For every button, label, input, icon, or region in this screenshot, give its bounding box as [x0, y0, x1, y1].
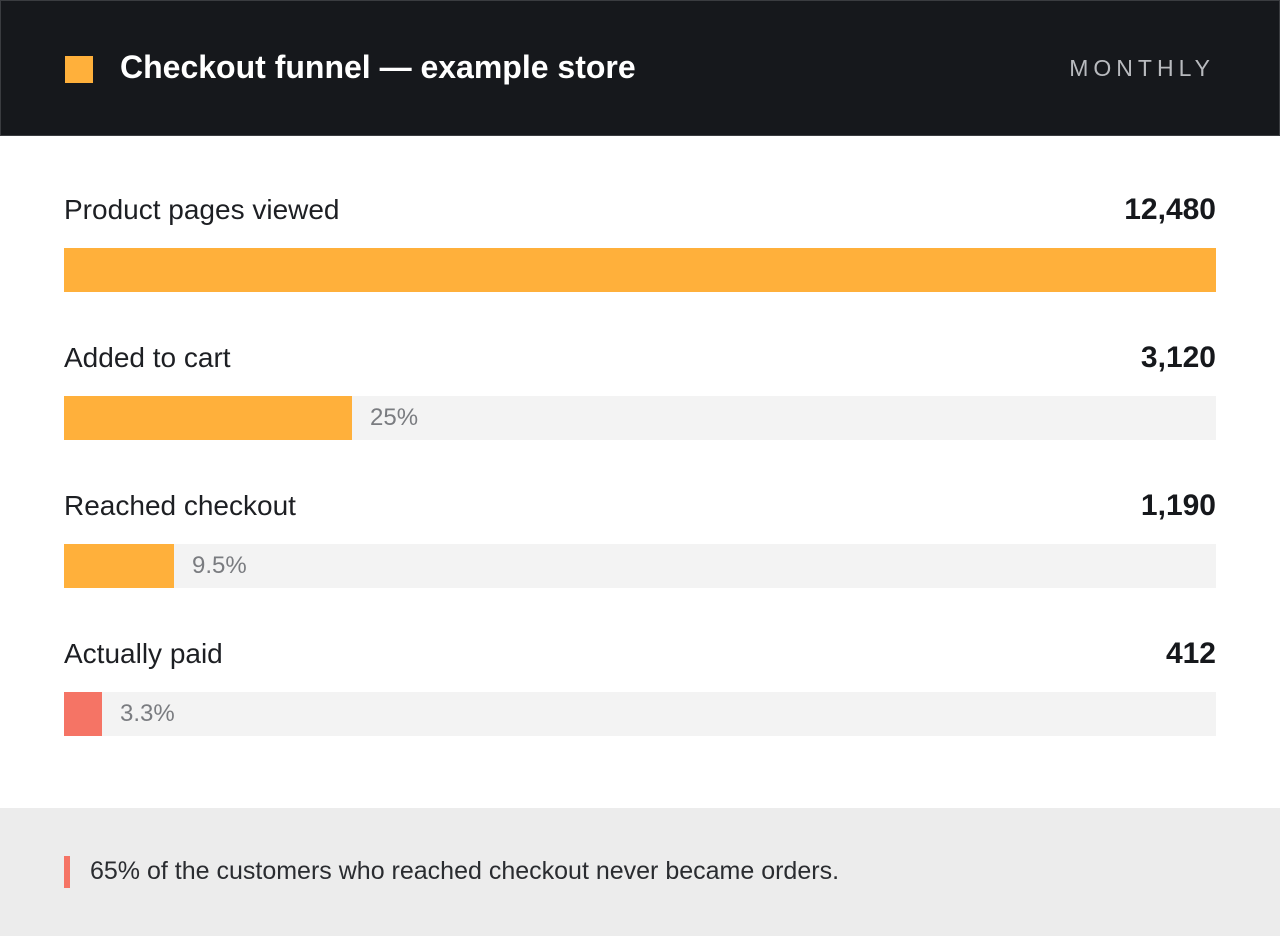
bar-track: 3.3%: [64, 692, 1216, 736]
stage-value: 1,190: [1140, 489, 1216, 522]
header: Checkout funnel — example store MONTHLY: [0, 0, 1280, 136]
funnel-stage: Reached checkout 1,190 9.5%: [64, 488, 1216, 608]
funnel-stage: Product pages viewed 12,480: [64, 192, 1216, 312]
bar-fill: [64, 544, 174, 588]
period-label: MONTHLY: [1069, 55, 1215, 81]
chart-title: Checkout funnel — example store: [120, 49, 636, 85]
stage-value: 412: [1165, 637, 1216, 670]
percent-label: 3.3%: [120, 700, 175, 727]
insight-marker-icon: [64, 856, 70, 888]
stage-label: Product pages viewed: [64, 194, 340, 225]
stage-label: Added to cart: [64, 342, 231, 373]
bar-fill: [64, 396, 352, 440]
stage-label: Reached checkout: [64, 490, 296, 521]
bar-fill: [64, 248, 1216, 292]
stage-value: 12,480: [1124, 193, 1216, 226]
insight-note: 65% of the customers who reached checkou…: [90, 857, 840, 885]
stage-value: 3,120: [1140, 341, 1216, 374]
bar-track: 25%: [64, 396, 1216, 440]
stage-label: Actually paid: [64, 638, 223, 669]
brand-square-icon: [65, 56, 93, 83]
funnel-stage: Added to cart 3,120 25%: [64, 340, 1216, 460]
bar-track: [64, 248, 1216, 292]
bar-track: 9.5%: [64, 544, 1216, 588]
percent-label: 9.5%: [192, 552, 247, 579]
percent-label: 25%: [370, 404, 419, 431]
insight-footer: 65% of the customers who reached checkou…: [0, 808, 1280, 936]
bar-fill: [64, 692, 102, 736]
funnel-stage: Actually paid 412 3.3%: [64, 636, 1216, 756]
